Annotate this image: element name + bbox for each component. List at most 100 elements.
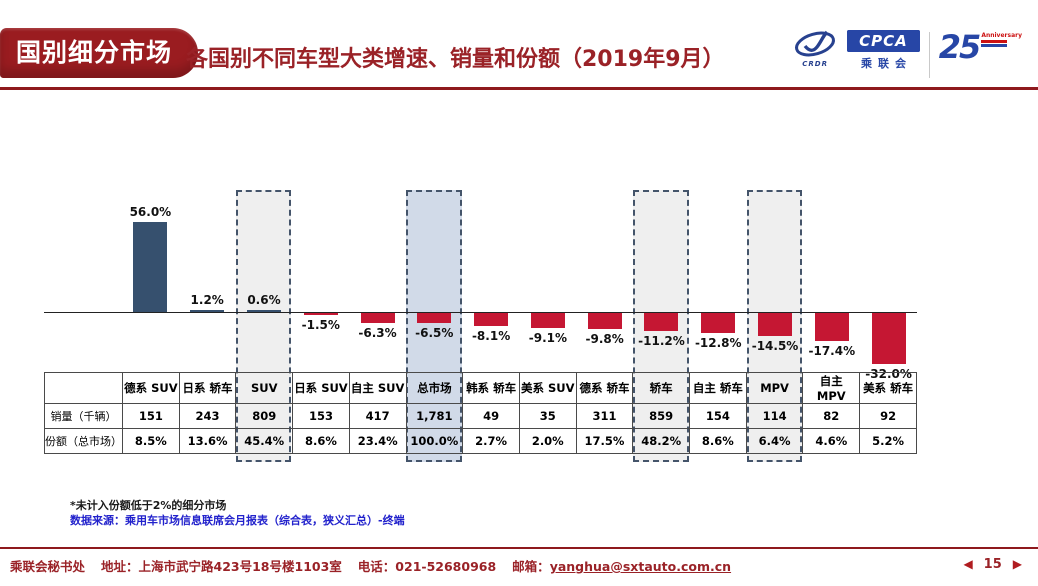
page-navigation: ◀ 15 ▶ xyxy=(963,556,1022,572)
column-header: MPV xyxy=(745,372,804,404)
table-cell: 859 xyxy=(632,403,691,429)
bar-SUV xyxy=(246,310,281,312)
table-header-row: 德系 SUV 日系 轿车 SUV 日系 SUV 自主 SUV 总市场 韩系 轿车 美系 SUV… xyxy=(44,372,917,404)
column-header: 日系 轿车 xyxy=(178,372,237,404)
bar-value-label: 1.2% xyxy=(190,293,224,308)
header-divider-line xyxy=(0,87,1038,90)
row-header: 份额（总市场） xyxy=(44,428,123,454)
column-header: 日系 SUV xyxy=(292,372,350,404)
table-cell: 151 xyxy=(122,403,180,429)
bar-德系 轿车 xyxy=(587,313,622,329)
table-cell: 8.6% xyxy=(292,428,350,454)
bar-自主 轿车 xyxy=(701,313,736,334)
column-header: 德系 SUV xyxy=(122,372,180,404)
table-cell: 8.5% xyxy=(122,428,180,454)
table-cell: 49 xyxy=(462,403,520,429)
email-link[interactable]: yanghua@sxtauto.com.cn xyxy=(549,559,732,574)
bar-value-label: 0.6% xyxy=(247,293,281,308)
notes-block: *未计入份额低于2%的细分市场 数据来源：乘用车市场信息联席会月报表（综合表，狭… xyxy=(70,498,405,528)
table-cell: 8.6% xyxy=(689,428,747,454)
table-cell: 311 xyxy=(575,403,634,429)
row-header: 销量（千辆） xyxy=(44,403,123,429)
table-cell: 6.4% xyxy=(745,428,804,454)
footer-phone: 电话：021-52680968 xyxy=(357,559,497,574)
table-cell: 82 xyxy=(802,403,861,429)
column-header: 德系 轿车 xyxy=(575,372,634,404)
bar-value-label: -8.1% xyxy=(471,328,511,343)
crdr-label: CRDR xyxy=(802,60,829,68)
cpca-emblem: CRDR xyxy=(792,30,838,68)
footer-contact: 乘联会秘书处 地址：上海市武宁路423号18号楼1103室 电话：021-52680… xyxy=(10,556,731,575)
column-header: 自主 MPV xyxy=(802,372,861,404)
bar-轿车 xyxy=(644,313,679,331)
table-cell: 13.6% xyxy=(178,428,237,454)
bar-韩系 轿车 xyxy=(474,313,509,326)
bar-总市场 xyxy=(417,313,452,324)
table-cell: 417 xyxy=(348,403,407,429)
table-cell: 2.7% xyxy=(462,428,520,454)
bar-自主 MPV xyxy=(814,313,849,341)
footnote: *未计入份额低于2%的细分市场 xyxy=(70,499,227,512)
table-cell: 4.6% xyxy=(802,428,861,454)
logo-divider xyxy=(928,32,930,78)
table-cell: 23.4% xyxy=(348,428,407,454)
table-cell: 5.2% xyxy=(859,428,917,454)
table-cell: 45.4% xyxy=(235,428,294,454)
bar-value-label: -6.5% xyxy=(415,326,454,341)
bar-日系 SUV xyxy=(303,313,338,316)
bar-自主 SUV xyxy=(360,313,395,324)
anniversary-number: 25 xyxy=(938,28,982,66)
table-cell: 243 xyxy=(178,403,237,429)
bar-value-label: -9.1% xyxy=(528,330,568,345)
chart-table-wrap: 56.0% 1.2% 0.6% -1.5% -6.3% -6.5% -8.1% -9.1% -9… xyxy=(44,190,917,462)
column-header: 韩系 轿车 xyxy=(462,372,520,404)
slide-header: 国别细分市场 各国别不同车型大类增速、销量和份额（2019年9月） CRDR C… xyxy=(0,0,1038,90)
zero-axis-line xyxy=(44,312,917,313)
column-header: 自主 SUV xyxy=(348,372,407,404)
table-cell: 35 xyxy=(518,403,577,429)
cpca-logo: CRDR CPCA 乘联会 25 Anniversary xyxy=(792,30,1022,78)
bar-日系 轿车 xyxy=(190,310,225,312)
table-cell: 809 xyxy=(235,403,294,429)
table-cell: 100.0% xyxy=(405,428,464,454)
page-title: 各国别不同车型大类增速、销量和份额（2019年9月） xyxy=(186,47,725,72)
anniversary-caption: Anniversary xyxy=(981,32,1022,47)
bar-value-label: -11.2% xyxy=(638,333,685,348)
cpca-wordmark: CPCA xyxy=(847,30,920,52)
anniversary-red-rule xyxy=(981,40,1008,43)
table-cell: 92 xyxy=(859,403,917,429)
bar-value-label: -14.5% xyxy=(751,339,799,354)
table-cell: 1,781 xyxy=(405,403,464,429)
anniversary-logo: 25 Anniversary xyxy=(939,30,1022,64)
bar-value-label: -6.3% xyxy=(358,326,397,341)
table-cell: 154 xyxy=(689,403,747,429)
cpca-chinese-label: 乘联会 xyxy=(860,57,912,70)
footer-org: 乘联会秘书处 xyxy=(10,559,86,574)
bar-MPV xyxy=(758,313,793,337)
page-number: 15 xyxy=(983,556,1002,572)
growth-chart: 56.0% 1.2% 0.6% -1.5% -6.3% -6.5% -8.1% -9.1% -9… xyxy=(44,190,917,381)
column-header: 自主 轿车 xyxy=(689,372,747,404)
table-cell: 2.0% xyxy=(518,428,577,454)
cpca-swirl-icon xyxy=(795,30,836,57)
bar-value-label: -9.8% xyxy=(585,331,624,346)
bar-value-label: -12.8% xyxy=(694,336,742,351)
column-header: 美系 轿车 xyxy=(859,372,917,404)
data-table: 德系 SUV 日系 轿车 SUV 日系 SUV 自主 SUV 总市场 韩系 轿车 美系 SUV… xyxy=(44,372,917,454)
bar-value-label: -17.4% xyxy=(808,343,856,358)
bar-value-label: 56.0% xyxy=(129,205,172,220)
table-corner-cell xyxy=(44,372,123,404)
table-row: 销量（千辆） 151 243 809 153 417 1,781 49 35 311 859 154 1… xyxy=(44,403,917,429)
bar-value-label: -1.5% xyxy=(301,318,340,333)
footer-address: 地址：上海市武宁路423号18号楼1103室 xyxy=(101,559,342,574)
bar-美系 轿车 xyxy=(871,313,906,365)
table-cell: 48.2% xyxy=(632,428,691,454)
column-header: 美系 SUV xyxy=(518,372,577,404)
prev-page-button[interactable]: ◀ xyxy=(963,557,973,571)
anniversary-label: Anniversary xyxy=(981,32,1022,39)
table-cell: 153 xyxy=(292,403,350,429)
cpca-wordmark-block: CPCA 乘联会 xyxy=(847,30,920,71)
next-page-button[interactable]: ▶ xyxy=(1012,557,1022,571)
data-source: 数据来源：乘用车市场信息联席会月报表（综合表，狭义汇总）-终端 xyxy=(70,514,405,527)
table-cell: 114 xyxy=(745,403,804,429)
